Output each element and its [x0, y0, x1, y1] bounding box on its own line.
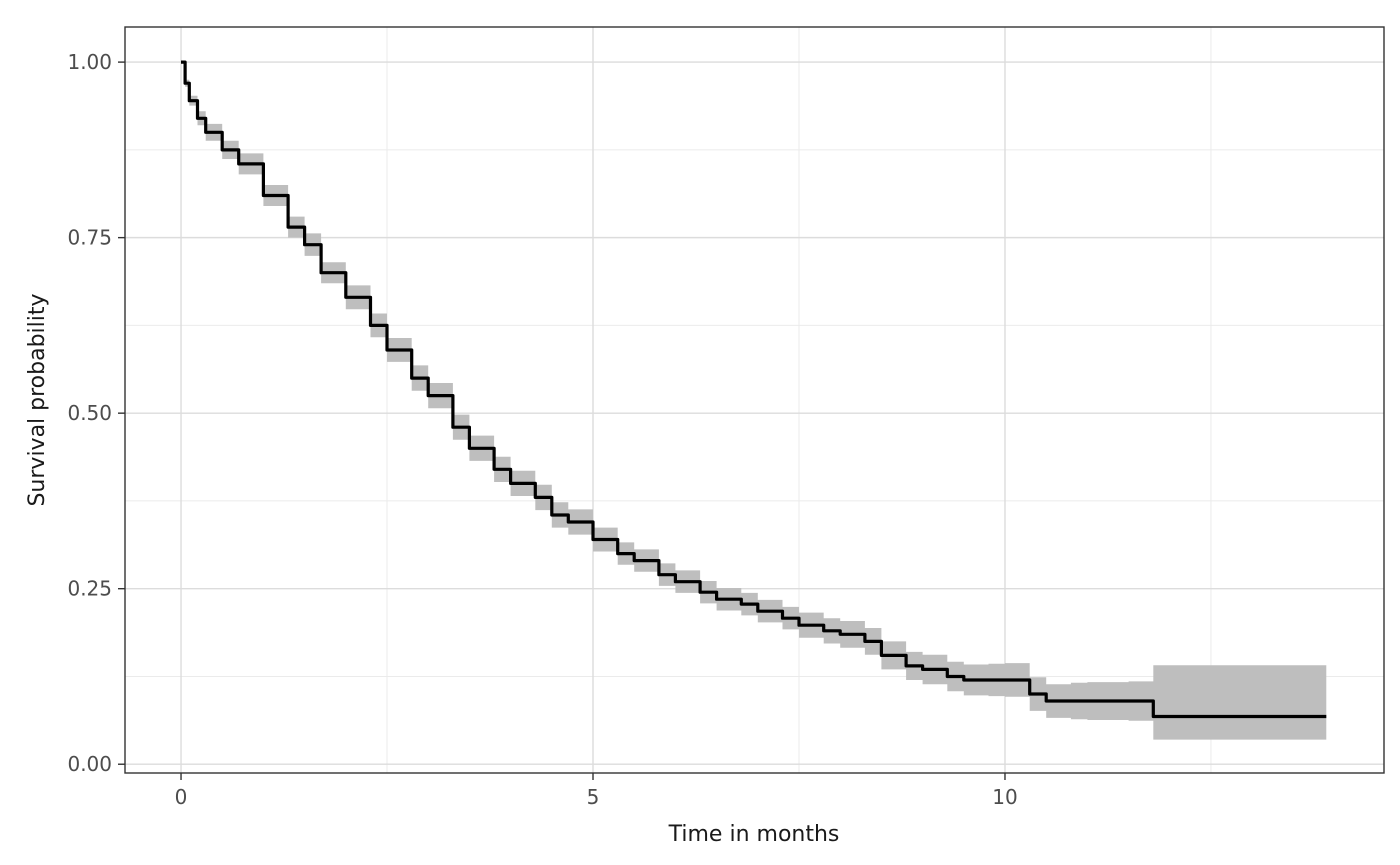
x-tick-label: 0	[175, 785, 188, 809]
major-gridlines	[125, 27, 1384, 773]
minor-gridlines	[125, 27, 1384, 773]
y-tick-label: 0.50	[67, 401, 112, 425]
y-tick-label: 1.00	[67, 50, 112, 74]
y-tick-label: 0.25	[67, 577, 112, 601]
survival-line-layer	[181, 60, 1327, 719]
x-tick-label: 5	[587, 785, 600, 809]
x-tick-label: 10	[992, 785, 1017, 809]
panel-background	[125, 27, 1384, 773]
x-axis-ticks: 0 5 10	[175, 773, 1018, 809]
survival-curve	[181, 60, 1327, 719]
y-tick-label: 0.75	[67, 226, 112, 250]
y-axis-title: Survival probability	[25, 293, 50, 506]
panel-border	[124, 26, 1385, 774]
x-axis-title: Time in months	[668, 822, 840, 847]
y-axis-ticks: 0.00 0.25 0.50 0.75 1.00	[67, 50, 125, 776]
y-tick-label: 0.00	[67, 752, 112, 776]
